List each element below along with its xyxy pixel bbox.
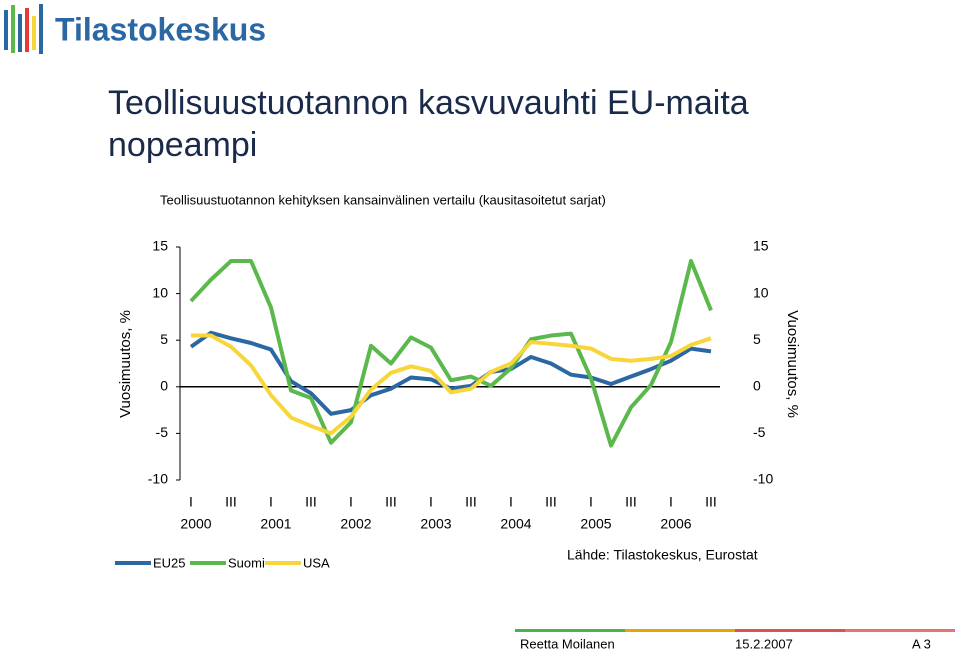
x-tick-label: I	[429, 494, 433, 510]
x-tick-label: III	[225, 494, 237, 510]
year-label: 2005	[580, 516, 611, 532]
y-tick-label: -5	[156, 424, 169, 440]
y2-tick-label: 0	[753, 378, 761, 394]
subtitle: Teollisuustuotannon kehityksen kansainvä…	[160, 192, 606, 207]
y2-tick-label: 5	[753, 331, 761, 347]
legend-label: USA	[303, 555, 330, 570]
x-tick-label: I	[669, 494, 673, 510]
y-tick-label: 5	[160, 331, 168, 347]
y-tick-label: 10	[152, 284, 168, 300]
series-line	[189, 330, 712, 416]
source: Lähde: Tilastokeskus, Eurostat	[567, 547, 758, 563]
x-tick-label: III	[385, 494, 397, 510]
y2-tick-label: 10	[753, 284, 769, 300]
title: Teollisuustuotannon kasvuvauhti EU-maita…	[108, 84, 749, 164]
year-label: 2001	[260, 516, 291, 532]
y2-tick-label: -10	[753, 471, 773, 487]
x-tick-label: I	[349, 494, 353, 510]
y-tick-label: 0	[160, 378, 168, 394]
year-label: 2003	[420, 516, 451, 532]
series-line	[191, 333, 712, 436]
y2-axis-label: Vuosimuutos, %	[784, 310, 801, 418]
y-tick-label: 15	[152, 238, 168, 254]
logo-icon	[4, 4, 43, 54]
y-axis-label: Vuosimuutos, %	[117, 310, 134, 418]
year-label: 2002	[340, 516, 371, 532]
x-tick-label: III	[545, 494, 557, 510]
year-label: 2006	[660, 516, 691, 532]
series-line	[189, 258, 713, 448]
x-tick-label: I	[589, 494, 593, 510]
year-label: 2000	[180, 516, 211, 532]
footer-author: Reetta Moilanen	[520, 636, 615, 650]
footer-page: A 3	[912, 636, 931, 650]
x-tick-label: I	[189, 494, 193, 510]
y-tick-label: -10	[148, 471, 168, 487]
title-box: Teollisuustuotannon kasvuvauhti EU-maita…	[108, 84, 749, 164]
x-tick-label: III	[465, 494, 477, 510]
footer-date: 15.2.2007	[735, 636, 793, 650]
footer-bars	[515, 629, 955, 632]
y2-tick-label: 15	[753, 238, 769, 254]
x-tick-label: III	[705, 494, 717, 510]
x-tick-label: III	[305, 494, 317, 510]
x-tick-label: I	[269, 494, 273, 510]
x-tick-label: I	[509, 494, 513, 510]
x-tick-label: III	[625, 494, 637, 510]
year-label: 2004	[500, 516, 531, 532]
legend-label: Suomi	[228, 555, 265, 570]
y2-tick-label: -5	[753, 424, 766, 440]
legend-label: EU25	[153, 555, 186, 570]
logo-text: Tilastokeskus	[55, 11, 266, 47]
